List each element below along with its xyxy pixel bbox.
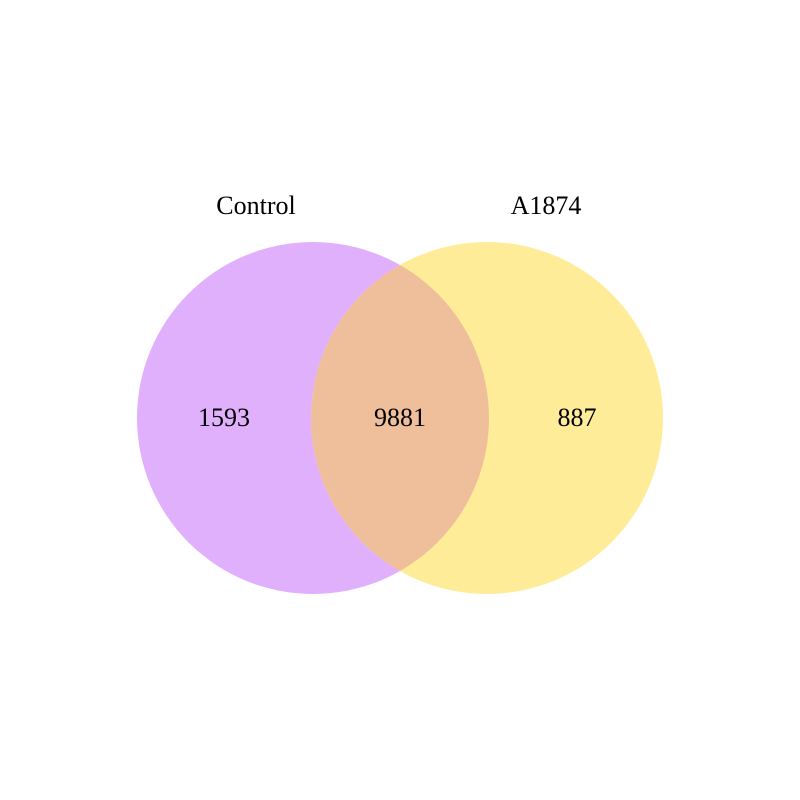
count-a1874-only: 887: [558, 403, 597, 432]
count-intersection: 9881: [374, 403, 426, 432]
count-control-only: 1593: [198, 403, 250, 432]
set-label-control: Control: [216, 191, 295, 220]
intersection-region: [311, 242, 489, 594]
set-label-a1874: A1874: [511, 191, 582, 220]
